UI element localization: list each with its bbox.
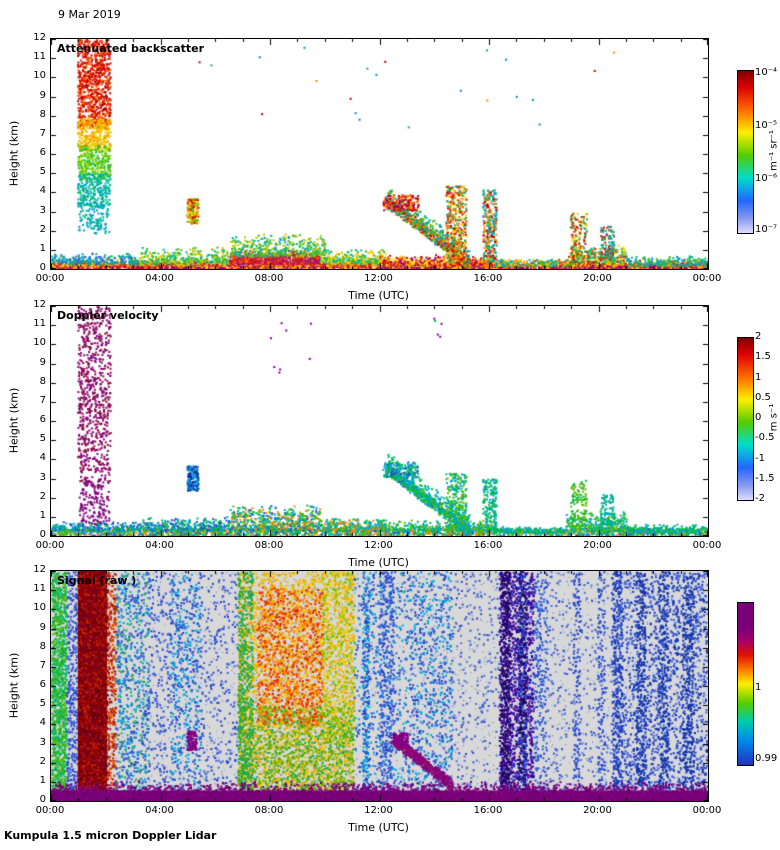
colorbar-tick-label: 1: [755, 371, 762, 383]
y-axis-label: Height (km): [7, 120, 21, 187]
plot-canvas-attenuated_backscatter: [50, 38, 709, 270]
y-tick-label: 7: [39, 127, 46, 139]
x-tick-label: 20:00: [583, 540, 612, 551]
colorbar-unit-label: m⁻¹ sr⁻¹: [768, 130, 780, 171]
x-tick-label: 04:00: [145, 540, 174, 551]
y-tick-label: 12: [33, 564, 46, 575]
y-tick-label: 1: [39, 242, 46, 254]
colorbar-tick-label: 10⁻⁵: [755, 119, 778, 131]
colorbar-unit-label: m s⁻¹: [768, 403, 780, 432]
y-tick-label: 9: [39, 89, 46, 101]
colorbar-tick-label: 0.5: [755, 391, 771, 403]
y-tick-label: 2: [39, 490, 46, 502]
x-axis-label: Time (UTC): [348, 289, 409, 302]
y-tick-label: 11: [33, 51, 46, 63]
x-tick-label: 00:00: [692, 540, 722, 551]
colorbar-tick-label: -2: [755, 493, 765, 504]
panel-attenuated-backscatter: Attenuated backscatter Height (km) 0 1 2 3 4 5 6…: [0, 32, 780, 308]
x-tick-label: 20:00: [583, 805, 612, 816]
y-tick-label: 2: [39, 223, 46, 235]
y-tick-label: 6: [39, 414, 46, 425]
y-tick-label: 11: [33, 583, 46, 595]
colorbar-tick-label: 1.5: [755, 351, 771, 363]
x-tick-label: 04:00: [145, 805, 174, 816]
plot-canvas-doppler_velocity: [50, 305, 709, 537]
y-tick-label: 8: [39, 640, 46, 652]
colorbar-tick-label: 0.99: [755, 753, 778, 765]
x-tick-label: 20:00: [583, 273, 612, 284]
x-tick-label: 16:00: [473, 273, 503, 284]
y-tick-label: 12: [33, 299, 46, 310]
y-tick-label: 5: [39, 433, 46, 445]
colorbar-tick-label: 2: [755, 331, 762, 342]
y-tick-label: 4: [39, 185, 46, 197]
y-tick-label: 2: [39, 755, 46, 767]
y-tick-label: 9: [39, 621, 46, 633]
y-tick-label: 5: [39, 698, 46, 710]
y-tick-label: 8: [39, 108, 46, 120]
y-tick-label: 0: [39, 262, 46, 273]
y-tick-label: 12: [33, 32, 46, 43]
x-axis-label: Time (UTC): [348, 821, 409, 834]
panel-title: Attenuated backscatter: [57, 42, 205, 55]
x-tick-label: 08:00: [254, 805, 284, 816]
colorbar-tick-label: -0.5: [755, 432, 775, 444]
x-tick-label: 00:00: [35, 540, 65, 551]
x-tick-label: 16:00: [473, 540, 503, 551]
y-tick-label: 3: [39, 736, 46, 748]
y-tick-label: 9: [39, 356, 46, 368]
plot-canvas-signal_raw: [50, 570, 709, 802]
x-tick-label: 12:00: [364, 805, 393, 816]
y-tick-label: 4: [39, 452, 46, 464]
y-tick-label: 7: [39, 659, 46, 671]
y-tick-label: 10: [33, 70, 46, 82]
y-tick-label: 4: [39, 717, 46, 729]
colorbar-tick-label: 0: [755, 412, 762, 423]
y-tick-label: 3: [39, 204, 46, 216]
x-tick-label: 00:00: [35, 273, 65, 284]
y-tick-label: 5: [39, 166, 46, 178]
x-axis-label: Time (UTC): [348, 556, 409, 569]
panel-title: Signal (raw ): [57, 574, 137, 587]
y-tick-label: 8: [39, 375, 46, 387]
colorbar-tick-label: -1.5: [755, 472, 775, 484]
colorbar-tick-label: 1: [755, 681, 762, 693]
date-label: 9 Mar 2019: [58, 8, 121, 21]
x-tick-label: 08:00: [254, 540, 284, 551]
x-tick-label: 00:00: [35, 805, 65, 816]
colorbar: [737, 70, 754, 234]
y-tick-label: 1: [39, 509, 46, 521]
x-tick-label: 00:00: [692, 805, 722, 816]
x-tick-label: 00:00: [692, 273, 722, 284]
panel-signal-raw: Signal (raw ) Height (km) 0 1 2 3 4 5 6 7 8 9 10 11 12…: [0, 564, 780, 840]
y-tick-label: 7: [39, 394, 46, 406]
y-tick-label: 11: [33, 318, 46, 330]
x-tick-label: 12:00: [364, 540, 393, 551]
colorbar-tick-label: 10⁻⁶: [755, 172, 778, 184]
y-tick-label: 3: [39, 471, 46, 483]
y-tick-label: 0: [39, 794, 46, 805]
y-axis-label: Height (km): [7, 387, 21, 454]
colorbar-tick-label: 10⁻⁴: [755, 67, 778, 79]
x-tick-label: 12:00: [364, 273, 393, 284]
y-tick-label: 10: [33, 337, 46, 349]
panel-doppler-velocity: Doppler velocity Height (km) 0 1 2 3 4 5 6 7 8 9 10 1…: [0, 299, 780, 575]
y-tick-label: 6: [39, 147, 46, 158]
y-axis-label: Height (km): [7, 652, 21, 719]
x-tick-label: 04:00: [145, 273, 174, 284]
colorbar-tick-label: 10⁻⁷: [755, 224, 778, 236]
instrument-label: Kumpula 1.5 micron Doppler Lidar: [4, 829, 217, 842]
colorbar: [737, 602, 754, 766]
x-tick-label: 16:00: [473, 805, 503, 816]
y-tick-label: 10: [33, 602, 46, 614]
colorbar: [737, 337, 754, 501]
y-tick-label: 6: [39, 679, 46, 690]
y-tick-label: 1: [39, 774, 46, 786]
panel-title: Doppler velocity: [57, 309, 159, 322]
colorbar-tick-label: -1: [755, 452, 765, 464]
y-tick-label: 0: [39, 529, 46, 540]
x-tick-label: 08:00: [254, 273, 284, 284]
